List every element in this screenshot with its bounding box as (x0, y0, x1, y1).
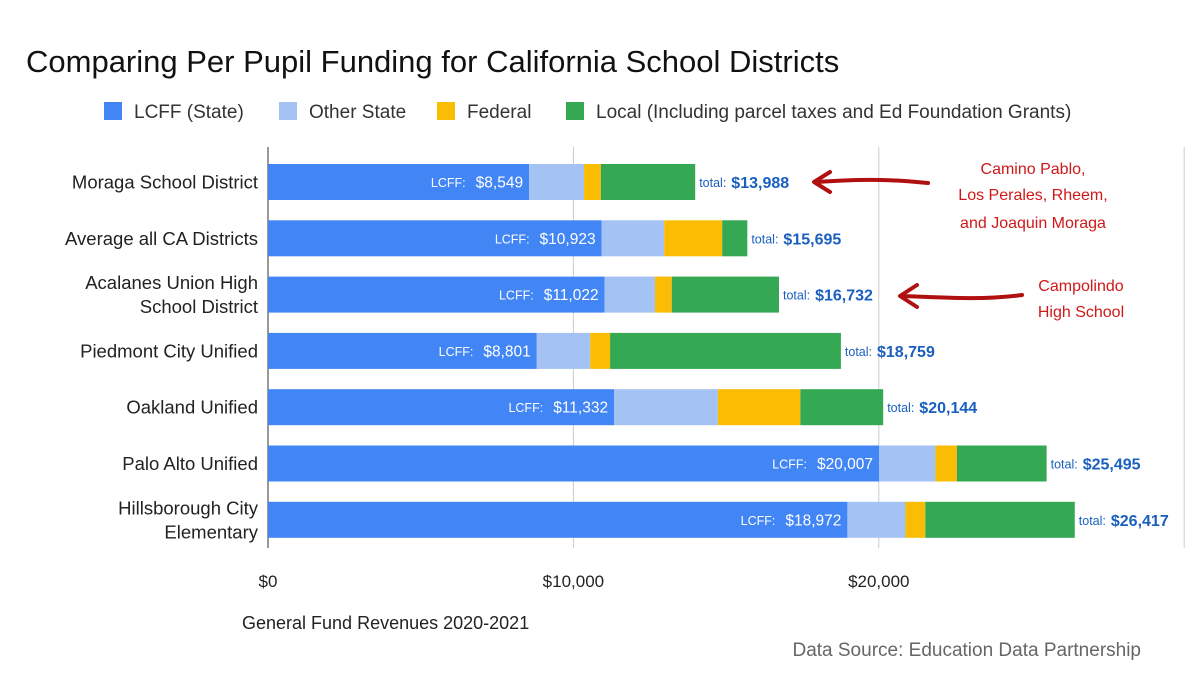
category-label-7-2: Elementary (164, 521, 258, 542)
bar-2-1 (268, 220, 602, 257)
total-prefix-label-6: total: (1051, 458, 1078, 472)
legend-swatch-4 (566, 102, 584, 120)
total-value-label-4: $18,759 (877, 344, 935, 361)
bar-1-1 (268, 164, 530, 200)
lcff-value-label-7: $18,972 (785, 512, 841, 529)
annotation-arrowhead-1 (812, 170, 832, 194)
x-tick-3: $20,000 (848, 572, 909, 591)
bar-7-4 (925, 501, 1075, 538)
total-prefix-label-1: total: (699, 176, 726, 190)
category-label-7-1: Hillsborough City (118, 497, 259, 518)
legend-label-4: Local (Including parcel taxes and Ed Fou… (596, 102, 1071, 123)
x-tick-2: $10,000 (543, 572, 604, 591)
lcff-value-label-6: $20,007 (817, 456, 873, 473)
category-label-3-1: Acalanes Union High (85, 272, 258, 293)
bar-4-3 (590, 332, 611, 369)
total-prefix-label-5: total: (887, 401, 914, 415)
bar-3-1 (268, 276, 605, 313)
bar-5-4 (800, 389, 884, 426)
annotation-1-line-2: Los Perales, Rheem, (958, 187, 1107, 204)
bar-1-4 (600, 164, 696, 200)
lcff-prefix-label-1: LCFF: (431, 176, 466, 190)
data-source: Data Source: Education Data Partnership (792, 640, 1141, 661)
legend-swatch-3 (437, 102, 455, 120)
bar-6-1 (268, 445, 880, 482)
lcff-value-label-4: $8,801 (483, 343, 530, 360)
lcff-value-label-3: $11,022 (544, 287, 599, 304)
bar-1-3 (584, 164, 601, 200)
bar-4-1 (268, 332, 537, 369)
bar-1-2 (529, 164, 585, 200)
annotation-arrow-1 (814, 177, 930, 185)
legend: LCFF (State) Other State Federal Local (Inc… (104, 102, 1071, 123)
bar-7-3 (905, 501, 926, 538)
annotation-arrow-2 (900, 293, 1024, 301)
lcff-value-label-5: $11,332 (553, 400, 608, 417)
lcff-value-label-2: $10,923 (540, 231, 596, 248)
annotation-1-line-3: and Joaquin Moraga (960, 215, 1106, 232)
category-label-4-1: Piedmont City Unified (80, 340, 258, 361)
legend-swatch-2 (279, 102, 297, 120)
annotation-arrowhead-2 (898, 283, 919, 309)
legend-label-3: Federal (467, 102, 531, 123)
category-label-5-1: Oakland Unified (126, 397, 258, 418)
bar-2-2 (601, 220, 665, 257)
annotations: Camino Pablo, Los Perales, Rheem, and Joaq… (812, 161, 1124, 321)
total-value-label-2: $15,695 (783, 231, 841, 248)
lcff-prefix-label-5: LCFF: (508, 401, 543, 415)
chart-title: Comparing Per Pupil Funding for Californ… (26, 44, 839, 79)
legend-label-2: Other State (309, 102, 406, 123)
total-value-label-5: $20,144 (919, 400, 977, 417)
lcff-prefix-label-2: LCFF: (495, 232, 530, 246)
total-value-label-1: $13,988 (731, 175, 789, 192)
bar-2-4 (722, 220, 748, 257)
data-labels: $8,549 LCFF: total: $13,988 $10,923 LCFF: tota… (431, 175, 1169, 530)
bar-2-3 (664, 220, 723, 257)
total-value-label-7: $26,417 (1111, 513, 1169, 530)
lcff-prefix-label-3: LCFF: (499, 289, 534, 303)
total-prefix-label-7: total: (1079, 514, 1106, 528)
category-label-1-1: Moraga School District (72, 172, 258, 193)
annotation-2-line-2: High School (1038, 304, 1124, 321)
legend-swatch-1 (104, 102, 122, 120)
x-axis-label: General Fund Revenues 2020-2021 (242, 613, 529, 633)
total-value-label-6: $25,495 (1083, 457, 1141, 474)
bar-3-3 (655, 276, 672, 313)
bar-4-2 (536, 332, 591, 369)
total-value-label-3: $16,732 (815, 288, 873, 305)
bar-3-2 (604, 276, 656, 313)
category-label-3-2: School District (140, 296, 258, 317)
bar-5-3 (717, 389, 801, 426)
bar-6-2 (879, 445, 936, 482)
total-prefix-label-4: total: (845, 345, 872, 359)
bar-3-4 (671, 276, 779, 313)
bars (268, 164, 1075, 538)
bar-7-1 (268, 501, 848, 538)
bar-6-4 (956, 445, 1047, 482)
lcff-prefix-label-6: LCFF: (772, 458, 807, 472)
legend-label-1: LCFF (State) (134, 102, 244, 123)
bar-7-2 (847, 501, 906, 538)
category-labels: Moraga School District Average all CA Dis… (65, 172, 259, 543)
total-prefix-label-2: total: (751, 232, 778, 246)
bar-6-3 (935, 445, 957, 482)
total-prefix-label-3: total: (783, 289, 810, 303)
bar-4-4 (610, 332, 841, 369)
category-label-6-1: Palo Alto Unified (122, 453, 258, 474)
x-tick-1: $0 (259, 572, 278, 591)
bar-5-2 (614, 389, 718, 426)
annotation-2-line-1: Campolindo (1038, 278, 1123, 295)
bar-5-1 (268, 389, 615, 426)
category-label-2-1: Average all CA Districts (65, 228, 258, 249)
lcff-value-label-1: $8,549 (476, 175, 523, 192)
x-tick-labels: $0 $10,000 $20,000 (259, 572, 910, 591)
lcff-prefix-label-7: LCFF: (741, 514, 776, 528)
annotation-1-line-1: Camino Pablo, (981, 161, 1086, 178)
lcff-prefix-label-4: LCFF: (439, 345, 474, 359)
